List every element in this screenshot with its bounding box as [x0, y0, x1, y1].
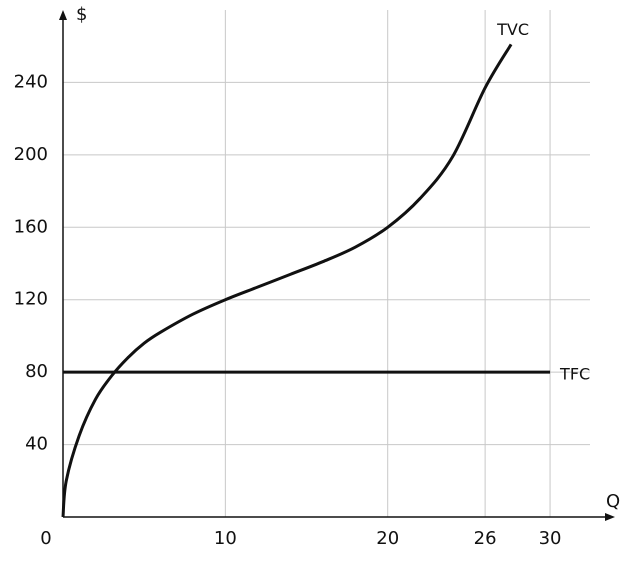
y-axis-arrow	[59, 10, 67, 20]
series-label: TFC	[559, 365, 590, 384]
y-axis-label: $	[76, 4, 87, 25]
series-label: TVC	[496, 20, 529, 39]
x-axis-arrow	[605, 513, 615, 521]
series-line	[61, 43, 513, 518]
x-tick-label: 30	[539, 528, 562, 549]
y-tick-label: 200	[14, 144, 48, 165]
x-tick-label: 10	[214, 528, 237, 549]
y-tick-label: 240	[14, 71, 48, 92]
y-tick-label: 160	[14, 216, 48, 237]
x-tick-label: 26	[474, 528, 497, 549]
y-tick-label: 80	[25, 361, 48, 382]
y-tick-label: 40	[25, 434, 48, 455]
y-tick-label: 120	[14, 289, 48, 310]
x-tick-label: 20	[376, 528, 399, 549]
x-axis-label: Q	[606, 491, 620, 512]
x-tick-label: 0	[40, 528, 51, 549]
